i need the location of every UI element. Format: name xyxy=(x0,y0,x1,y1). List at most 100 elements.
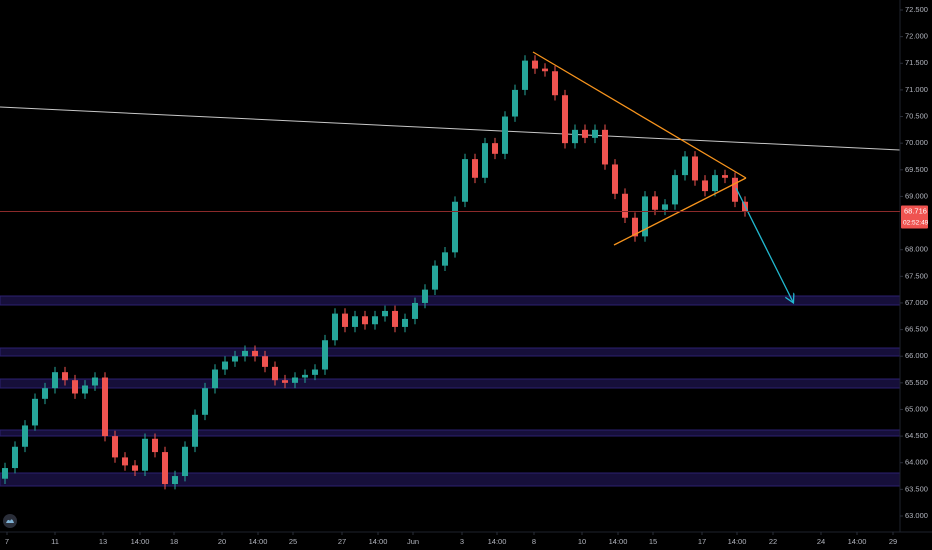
candle-body xyxy=(682,156,688,176)
candle-body xyxy=(372,316,378,325)
candle-body xyxy=(72,380,78,394)
candle-body xyxy=(432,265,438,290)
candles xyxy=(2,55,748,490)
x-tick-label: 15 xyxy=(649,537,657,546)
x-tick-label: 3 xyxy=(460,537,464,546)
y-tick-label: 67.000 xyxy=(905,298,928,307)
y-tick-label: 63.000 xyxy=(905,511,928,520)
candle-body xyxy=(142,438,148,471)
candle-body xyxy=(272,366,278,381)
candle-body xyxy=(342,313,348,327)
x-tick-label: 11 xyxy=(51,537,59,546)
x-tick-label: 8 xyxy=(532,537,536,546)
candle-body xyxy=(202,388,208,415)
y-tick-label: 70.000 xyxy=(905,138,928,147)
candle-body xyxy=(22,425,28,447)
candle-body xyxy=(352,316,358,327)
candle-body xyxy=(162,452,168,485)
candle-body xyxy=(732,177,738,202)
candle-body xyxy=(492,143,498,154)
projection-arrow xyxy=(735,187,793,302)
candle-body xyxy=(542,68,548,72)
candle-body xyxy=(262,356,268,367)
x-tick-label: 14:00 xyxy=(609,537,628,546)
candle-body xyxy=(192,414,198,447)
candle-body xyxy=(102,377,108,437)
candle-body xyxy=(32,398,38,426)
candle-body xyxy=(622,193,628,218)
x-tick-label: 22 xyxy=(769,537,777,546)
candle-body xyxy=(642,196,648,237)
overlay: 68.716 02:52:49 xyxy=(0,205,929,229)
candle-body xyxy=(702,180,708,192)
x-tick-label: 17 xyxy=(698,537,706,546)
candle-body xyxy=(62,372,68,381)
candle-body xyxy=(182,446,188,477)
candle-body xyxy=(612,164,618,194)
candle-body xyxy=(12,446,18,469)
candle-body xyxy=(422,289,428,303)
support-zone xyxy=(0,347,901,357)
candle-body xyxy=(382,310,388,317)
candle-body xyxy=(552,71,558,96)
logo[interactable] xyxy=(3,514,17,528)
support-zone xyxy=(0,378,901,389)
x-tick-label: 14:00 xyxy=(728,537,747,546)
candle-body xyxy=(462,159,468,202)
y-tick-label: 69.000 xyxy=(905,191,928,200)
y-tick-label: 63.500 xyxy=(905,484,928,493)
candle-body xyxy=(242,350,248,357)
candle-body xyxy=(582,129,588,138)
candle-body xyxy=(362,316,368,325)
candle-body xyxy=(692,156,698,181)
y-tick-label: 72.500 xyxy=(905,5,928,14)
candle-body xyxy=(712,175,718,192)
y-tick-label: 67.500 xyxy=(905,271,928,280)
y-tick-label: 70.500 xyxy=(905,112,928,121)
candle-body xyxy=(152,438,158,453)
x-tick-label: Jun xyxy=(407,537,419,546)
candle-body xyxy=(402,318,408,327)
countdown-label: 02:52:49 xyxy=(903,219,929,226)
x-tick-label: 29 xyxy=(889,537,897,546)
x-tick-label: 14:00 xyxy=(249,537,268,546)
candle-body xyxy=(482,143,488,178)
x-tick-label: 14:00 xyxy=(488,537,507,546)
y-tick-label: 68.000 xyxy=(905,245,928,254)
y-tick-label: 64.500 xyxy=(905,431,928,440)
x-tick-label: 10 xyxy=(578,537,586,546)
candle-body xyxy=(532,60,538,69)
candle-body xyxy=(332,313,338,341)
candle-body xyxy=(302,374,308,378)
trend-line xyxy=(0,106,901,151)
y-tick-label: 65.000 xyxy=(905,404,928,413)
x-tick-label: 25 xyxy=(289,537,297,546)
logo-icon[interactable] xyxy=(6,519,14,523)
y-tick-label: 72.000 xyxy=(905,32,928,41)
candle-body xyxy=(592,129,598,138)
y-tick-label: 71.000 xyxy=(905,85,928,94)
x-tick-label: 24 xyxy=(817,537,825,546)
x-tick-label: 13 xyxy=(99,537,107,546)
candle-body xyxy=(502,116,508,154)
y-tick-label: 65.500 xyxy=(905,378,928,387)
candle-body xyxy=(252,350,258,357)
candle-body xyxy=(122,457,128,466)
candle-body xyxy=(42,388,48,399)
candle-body xyxy=(412,302,418,319)
candle-body xyxy=(112,436,118,458)
candle-body xyxy=(472,159,478,178)
last-price-box xyxy=(901,205,928,229)
candle-body xyxy=(602,129,608,165)
candle-body xyxy=(212,369,218,389)
x-tick-label: 18 xyxy=(170,537,178,546)
candle-body xyxy=(562,95,568,144)
x-tick-label: 14:00 xyxy=(848,537,867,546)
candle-body xyxy=(512,89,518,117)
x-tick-label: 20 xyxy=(218,537,226,546)
candle-body xyxy=(92,377,98,386)
y-tick-label: 66.000 xyxy=(905,351,928,360)
x-tick-label: 7 xyxy=(5,537,9,546)
